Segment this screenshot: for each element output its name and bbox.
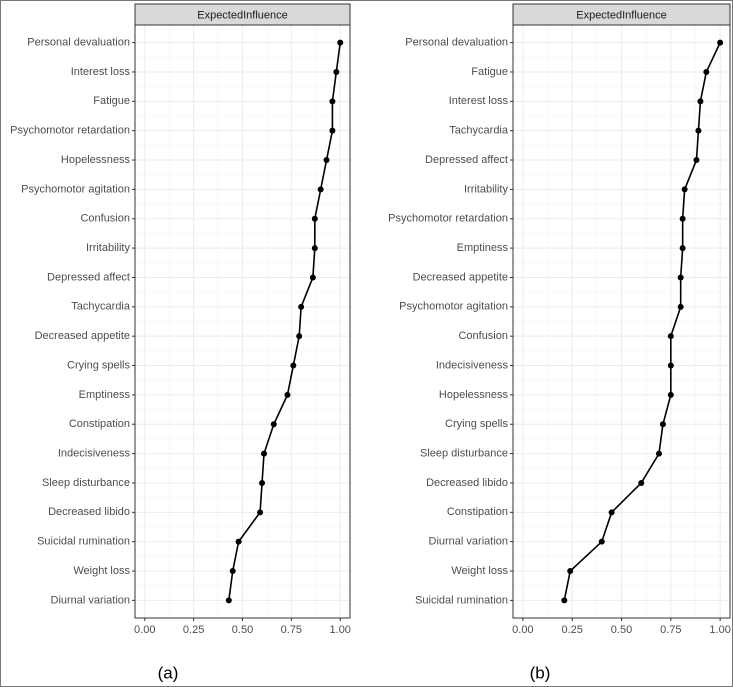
y-tick-label: Constipation bbox=[447, 506, 508, 518]
y-tick-label: Suicidal rumination bbox=[37, 536, 130, 548]
point bbox=[317, 186, 324, 193]
line bbox=[563, 42, 721, 601]
point bbox=[697, 98, 704, 105]
y-tick-label: Emptiness bbox=[457, 242, 509, 254]
point bbox=[323, 157, 330, 164]
y-tick-label: Confusion bbox=[458, 330, 508, 342]
x-tick-label: 0.50 bbox=[232, 624, 253, 636]
panel-caption: (b) bbox=[530, 663, 551, 682]
point bbox=[259, 479, 266, 486]
point bbox=[337, 39, 344, 46]
y-tick-label: Psychomotor retardation bbox=[10, 125, 130, 137]
y-tick-label: Depressed affect bbox=[425, 154, 508, 166]
strip bbox=[512, 3, 731, 26]
point bbox=[679, 215, 686, 222]
y-tick-label: Psychomotor retardation bbox=[388, 213, 508, 225]
strip-label: ExpectedInfluence bbox=[197, 9, 288, 21]
y-tick-label: Fatigue bbox=[93, 95, 130, 107]
panel-caption: (a) bbox=[158, 663, 179, 682]
point bbox=[567, 568, 574, 575]
point bbox=[608, 509, 615, 516]
y-tick-label: Decreased appetite bbox=[413, 271, 508, 283]
y-tick-label: Irritability bbox=[464, 183, 509, 195]
point bbox=[598, 538, 605, 545]
y-tick-label: Confusion bbox=[80, 213, 130, 225]
point bbox=[679, 245, 686, 252]
point bbox=[667, 362, 674, 369]
point bbox=[677, 274, 684, 281]
y-tick-label: Hopelessness bbox=[439, 389, 509, 401]
x-tick-label: 0.50 bbox=[611, 624, 632, 636]
point bbox=[693, 157, 700, 164]
y-tick-label: Depressed affect bbox=[47, 271, 130, 283]
y-tick-label: Fatigue bbox=[471, 66, 508, 78]
point bbox=[329, 127, 336, 134]
y-tick-label: Crying spells bbox=[445, 418, 508, 430]
strip-label: ExpectedInfluence bbox=[576, 9, 667, 21]
point bbox=[235, 538, 242, 545]
point bbox=[681, 186, 688, 193]
y-tick-label: Suicidal rumination bbox=[415, 594, 508, 606]
point bbox=[677, 303, 684, 310]
point bbox=[638, 479, 645, 486]
x-tick-label: 0.00 bbox=[512, 624, 533, 636]
y-tick-label: Indecisiveness bbox=[436, 359, 509, 371]
point bbox=[667, 333, 674, 340]
point bbox=[296, 333, 303, 340]
y-tick-label: Psychomotor agitation bbox=[21, 183, 130, 195]
point bbox=[655, 450, 662, 457]
point bbox=[667, 391, 674, 398]
point bbox=[284, 391, 291, 398]
strip bbox=[134, 3, 351, 26]
point bbox=[257, 509, 264, 516]
y-tick-label: Interest loss bbox=[449, 95, 509, 107]
x-tick-label: 0.00 bbox=[134, 624, 155, 636]
y-tick-label: Crying spells bbox=[67, 359, 130, 371]
point bbox=[270, 421, 277, 428]
y-tick-label: Sleep disturbance bbox=[420, 448, 508, 460]
x-tick-label: 0.25 bbox=[561, 624, 582, 636]
point bbox=[717, 39, 724, 46]
point bbox=[695, 127, 702, 134]
y-tick-label: Weight loss bbox=[451, 565, 508, 577]
point bbox=[659, 421, 666, 428]
y-tick-label: Decreased appetite bbox=[35, 330, 130, 342]
point bbox=[311, 215, 318, 222]
y-tick-label: Tachycardia bbox=[449, 125, 509, 137]
y-tick-label: Weight loss bbox=[73, 565, 130, 577]
y-tick-label: Hopelessness bbox=[61, 154, 131, 166]
point bbox=[261, 450, 267, 457]
point bbox=[561, 597, 568, 604]
y-tick-label: Interest loss bbox=[71, 66, 131, 78]
y-tick-label: Emptiness bbox=[79, 389, 131, 401]
x-tick-label: 0.75 bbox=[660, 624, 681, 636]
y-tick-label: Decreased libido bbox=[48, 506, 130, 518]
x-tick-label: 1.00 bbox=[709, 624, 730, 636]
y-tick-label: Personal devaluation bbox=[27, 37, 130, 49]
point bbox=[290, 362, 297, 369]
y-tick-label: Psychomotor agitation bbox=[399, 301, 508, 313]
point bbox=[329, 98, 336, 105]
point bbox=[333, 68, 340, 75]
y-tick-label: Sleep disturbance bbox=[42, 477, 130, 489]
y-tick-label: Constipation bbox=[69, 418, 130, 430]
y-tick-label: Decreased libido bbox=[426, 477, 508, 489]
x-tick-label: 1.00 bbox=[330, 624, 351, 636]
x-tick-label: 0.75 bbox=[281, 624, 302, 636]
y-tick-label: Tachycardia bbox=[71, 301, 131, 313]
point bbox=[703, 68, 710, 75]
point bbox=[229, 568, 236, 575]
y-tick-label: Irritability bbox=[86, 242, 131, 254]
y-tick-label: Diurnal variation bbox=[429, 536, 508, 548]
y-tick-label: Personal devaluation bbox=[405, 37, 508, 49]
line bbox=[228, 42, 342, 601]
point bbox=[311, 245, 318, 252]
point bbox=[225, 597, 232, 604]
x-tick-label: 0.25 bbox=[183, 624, 204, 636]
point bbox=[298, 303, 305, 310]
y-tick-label: Indecisiveness bbox=[58, 448, 131, 460]
y-tick-label: Diurnal variation bbox=[51, 594, 130, 606]
point bbox=[309, 274, 316, 281]
